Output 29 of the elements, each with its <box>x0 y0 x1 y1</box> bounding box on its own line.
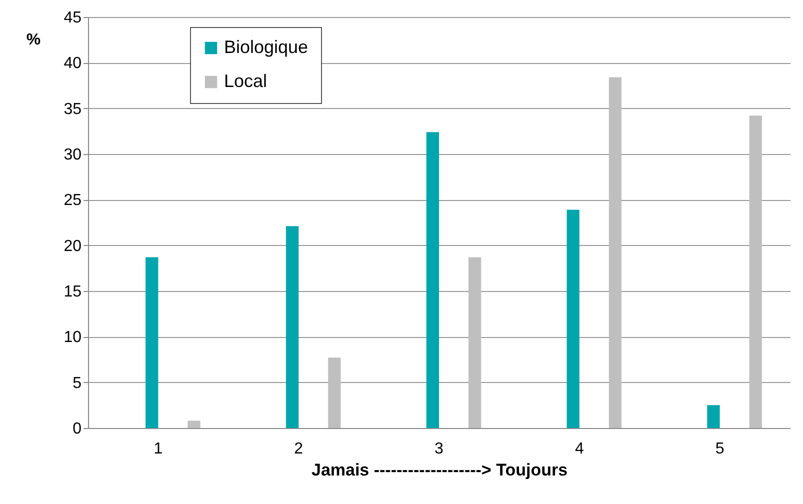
y-tick-label: 10 <box>64 329 82 346</box>
bar <box>749 116 762 428</box>
bar <box>566 210 580 428</box>
x-tick-label: 2 <box>294 440 304 458</box>
y-tick-label: 30 <box>64 146 82 164</box>
x-tick-label: 4 <box>574 440 584 458</box>
bar <box>286 226 299 428</box>
legend-label: Biologique <box>224 37 308 57</box>
x-axis-title: Jamais -------------------> Toujours <box>311 460 568 480</box>
bar <box>328 358 341 428</box>
bar <box>608 77 622 428</box>
bar <box>188 420 200 428</box>
y-tick-label: 40 <box>64 55 82 72</box>
y-tick-label: 15 <box>64 284 82 300</box>
bar <box>707 405 720 428</box>
x-tick-label: 5 <box>715 440 724 458</box>
y-tick-label: 0 <box>72 420 82 438</box>
bar <box>146 257 158 428</box>
bar <box>426 132 439 428</box>
y-tick-label: 5 <box>72 374 82 392</box>
x-tick-label: 1 <box>154 440 163 458</box>
y-tick-label: 20 <box>64 238 82 255</box>
y-tick-label: 25 <box>64 192 82 210</box>
y-tick-label: 45 <box>64 10 82 26</box>
y-axis-title: % <box>26 32 41 48</box>
x-tick-label: 3 <box>434 440 444 458</box>
bar <box>468 257 482 428</box>
legend-label: Local <box>224 71 268 91</box>
y-tick-label: 35 <box>64 100 82 118</box>
